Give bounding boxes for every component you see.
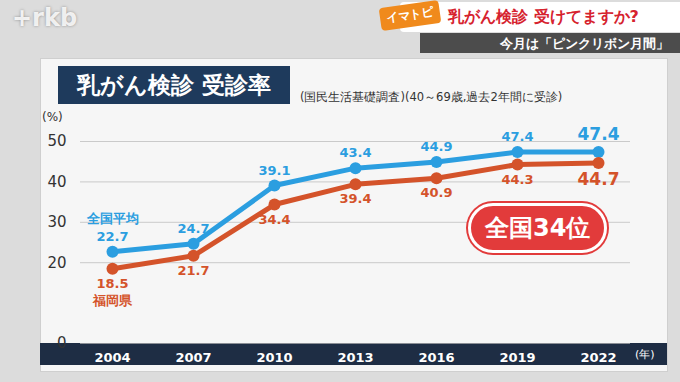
svg-text:47.4: 47.4 [578,124,620,144]
svg-text:34.4: 34.4 [258,212,290,227]
svg-text:2004: 2004 [94,350,130,365]
html-text:+rkb: +rkb [12,4,78,32]
svg-text:18.5: 18.5 [96,276,128,291]
svg-text:43.4: 43.4 [339,145,371,160]
svg-text:44.7: 44.7 [578,169,620,189]
svg-text:30: 30 [47,213,66,231]
html-text:乳がん検診 受診率: 乳がん検診 受診率 [77,72,271,98]
html-text:イマトピ: イマトピ [385,4,435,26]
svg-text:24.7: 24.7 [177,221,209,236]
svg-text:39.1: 39.1 [258,163,290,178]
svg-text:39.4: 39.4 [339,191,371,206]
svg-text:福岡県: 福岡県 [92,293,133,308]
svg-text:2019: 2019 [499,350,535,365]
html-text:(国民生活基礎調査)(40～69歳,過去2年間に受診): (国民生活基礎調査)(40～69歳,過去2年間に受診) [300,90,563,104]
svg-text:全国平均: 全国平均 [86,211,139,226]
html-text:全国34位: 全国34位 [485,214,591,242]
svg-text:2010: 2010 [256,350,292,365]
svg-text:2013: 2013 [337,350,373,365]
svg-text:44.3: 44.3 [501,172,533,187]
svg-text:2007: 2007 [175,350,211,365]
svg-text:40: 40 [47,173,66,191]
svg-text:47.4: 47.4 [501,129,533,144]
svg-text:21.7: 21.7 [177,263,209,278]
html-text:乳がん検診 受けてますか?: 乳がん検診 受けてますか? [448,7,639,26]
svg-text:50: 50 [47,132,66,150]
svg-text:0: 0 [57,334,67,352]
svg-text:2016: 2016 [418,350,454,365]
svg-text:40.9: 40.9 [420,185,452,200]
svg-text:22.7: 22.7 [96,229,128,244]
html-text:(年): (年) [635,348,655,361]
html-text:今月は「ピンクリボン月間」: 今月は「ピンクリボン月間」 [500,36,669,51]
svg-text:20: 20 [47,254,66,272]
svg-text:2022: 2022 [580,350,616,365]
svg-text:44.9: 44.9 [420,139,452,154]
